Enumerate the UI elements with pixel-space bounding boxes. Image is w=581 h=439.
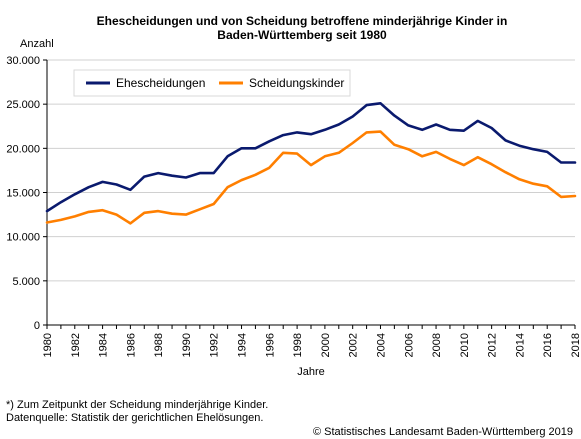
series-line-scheidungskinder — [45, 130, 577, 225]
x-tick-label: 1998 — [292, 333, 304, 357]
x-tick-label: 2002 — [348, 333, 360, 357]
y-tick-label: 15.000 — [6, 188, 40, 200]
series-line-ehescheidungen — [45, 102, 577, 213]
y-tick-label: 25.000 — [6, 99, 40, 111]
x-tick-label: 2014 — [514, 333, 526, 357]
x-tick-label: 2006 — [403, 333, 415, 357]
chart-title-line-1: Ehescheidungen und von Scheidung betroff… — [97, 14, 508, 28]
x-tick-label: 1990 — [181, 333, 193, 357]
x-tick-label: 1988 — [153, 333, 165, 357]
x-tick-label: 1984 — [98, 333, 110, 357]
data-source: Datenquelle: Statistik der gerichtlichen… — [6, 412, 264, 424]
y-axis-ticks: 0 5.000 10.000 15.000 20.000 25.000 30.000 — [6, 55, 47, 332]
x-tick-label: 2008 — [431, 333, 443, 357]
x-tick-label: 1994 — [237, 333, 249, 357]
y-tick-label: 0 — [34, 320, 40, 332]
x-tick-label: 1992 — [209, 333, 221, 357]
footnote: *) Zum Zeitpunkt der Scheidung minderjäh… — [6, 399, 269, 411]
x-tick-label: 1996 — [264, 333, 276, 357]
x-tick-label: 1986 — [125, 333, 137, 357]
x-tick-label: 2012 — [487, 333, 499, 357]
chart-title-line-2: Baden-Württemberg seit 1980 — [217, 28, 387, 42]
x-tick-label: 2010 — [459, 333, 471, 357]
copyright: © Statistisches Landesamt Baden-Württemb… — [312, 426, 573, 438]
x-tick-label: 1982 — [70, 333, 82, 357]
y-tick-label: 20.000 — [6, 143, 40, 155]
x-tick-label: 2000 — [320, 333, 332, 357]
legend-box — [73, 69, 351, 97]
x-tick-label: 2004 — [375, 333, 387, 357]
y-tick-label: 30.000 — [6, 55, 40, 67]
x-tick-label: 1980 — [42, 333, 54, 357]
legend: Ehescheidungen Scheidungskinder — [73, 69, 351, 97]
series-lines — [45, 102, 577, 225]
x-tick-label: 2016 — [542, 333, 554, 357]
x-tick-label: 2018 — [570, 333, 581, 357]
legend-label-scheidungskinder: Scheidungskinder — [249, 76, 344, 90]
y-tick-label: 10.000 — [6, 232, 40, 244]
legend-label-ehescheidungen: Ehescheidungen — [116, 76, 205, 90]
y-axis-title: Anzahl — [20, 38, 54, 50]
x-axis-title: Jahre — [297, 366, 325, 378]
x-axis-ticks: 1980 1982 1984 1986 1988 1990 1992 1994 1996 1998… — [42, 325, 581, 357]
gridlines — [47, 59, 575, 282]
y-tick-label: 5.000 — [12, 276, 40, 288]
